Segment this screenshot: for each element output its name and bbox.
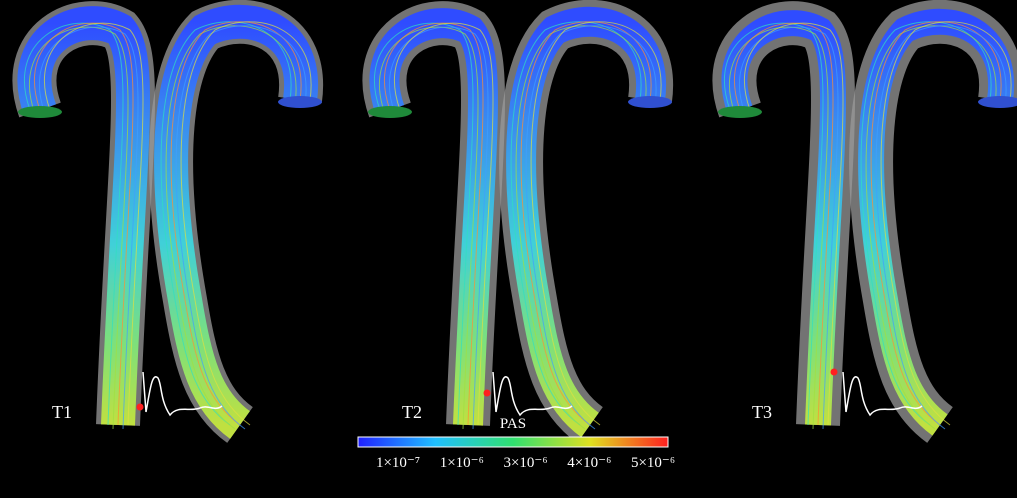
- colorbar-labels: 1×10⁻⁷ 1×10⁻⁶ 3×10⁻⁶ 4×10⁻⁶ 5×10⁻⁶: [376, 455, 675, 471]
- panel: T1: [18, 22, 322, 429]
- outlet: [18, 106, 62, 118]
- panel: T2: [368, 22, 672, 429]
- panels: T1 T2 T3: [18, 22, 1017, 429]
- outlet: [278, 96, 322, 108]
- colorbar-label: 1×10⁻⁶: [440, 455, 484, 471]
- outlet: [718, 106, 762, 118]
- colorbar-label: 4×10⁻⁶: [567, 455, 611, 471]
- outlet: [978, 96, 1017, 108]
- figure: T1 T2 T3 PAS 1×10⁻⁷ 1×10⁻⁶ 3×10⁻⁶ 4×10⁻⁶ 5×10⁻…: [0, 0, 1017, 498]
- colorbar-bar: [358, 437, 668, 447]
- phase-label: T1: [52, 402, 72, 422]
- colorbar-label: 1×10⁻⁷: [376, 455, 420, 471]
- phase-label: T3: [752, 402, 772, 422]
- phase-marker: [484, 390, 491, 397]
- colorbar-label: 5×10⁻⁶: [631, 455, 675, 471]
- colorbar-label: 3×10⁻⁶: [503, 455, 547, 471]
- phase-marker: [831, 369, 838, 376]
- colorbar-title: PAS: [500, 416, 526, 432]
- outlet: [368, 106, 412, 118]
- outlet: [628, 96, 672, 108]
- phase-marker: [137, 404, 144, 411]
- phase-label: T2: [402, 402, 422, 422]
- colorbar: PAS 1×10⁻⁷ 1×10⁻⁶ 3×10⁻⁶ 4×10⁻⁶ 5×10⁻⁶: [358, 416, 675, 471]
- panel: T3: [718, 22, 1017, 429]
